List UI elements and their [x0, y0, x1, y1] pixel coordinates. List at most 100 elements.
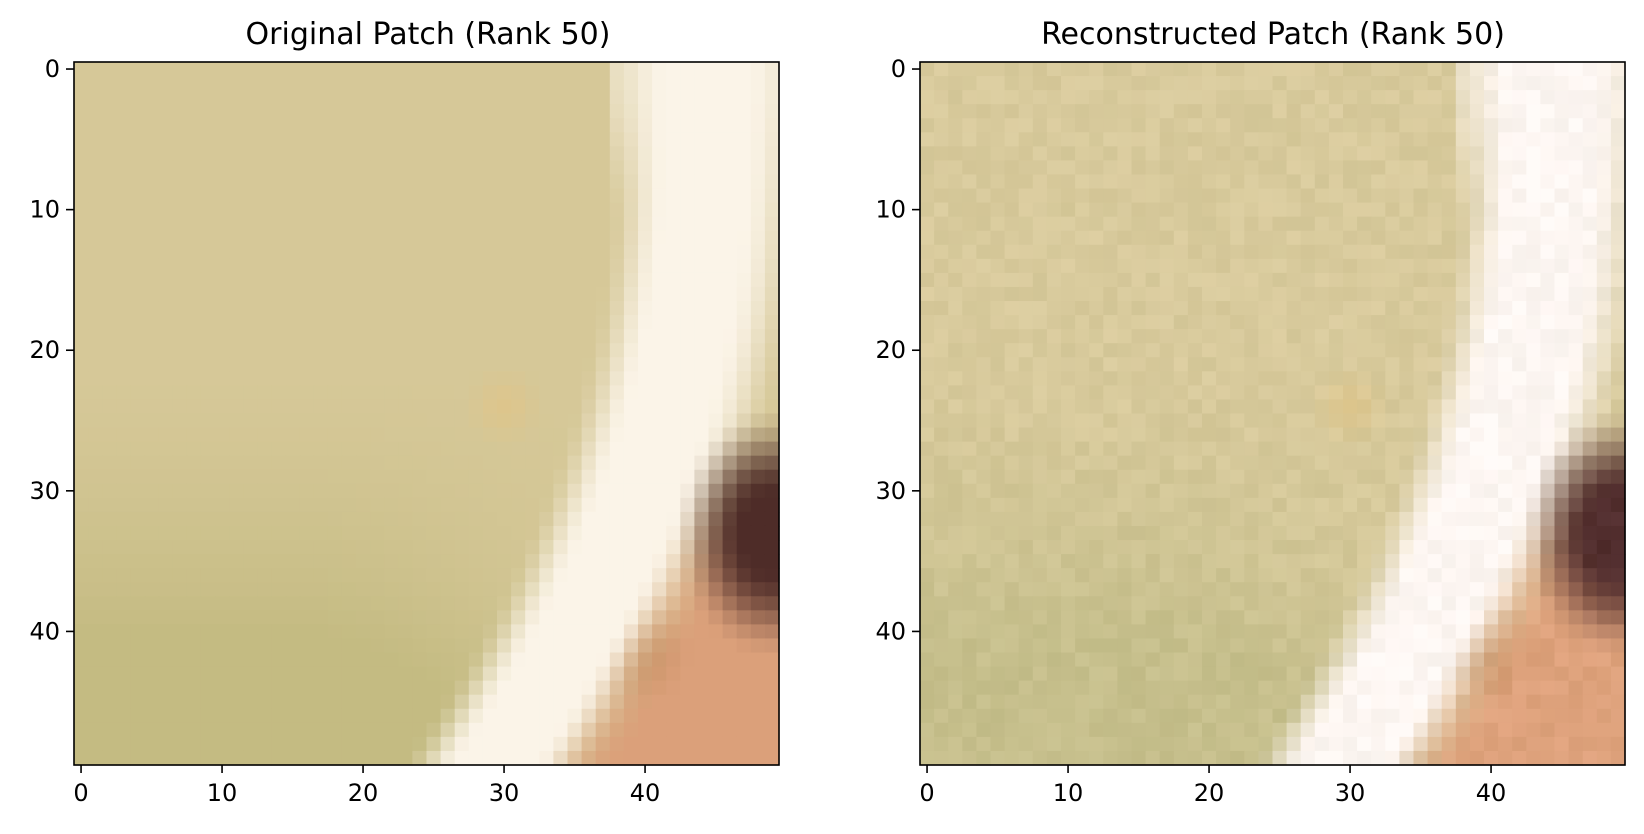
heatmap-cell — [398, 385, 413, 401]
heatmap-cell — [412, 610, 428, 625]
heatmap-cell — [1061, 722, 1076, 738]
heatmap-cell — [426, 329, 442, 344]
heatmap-cell — [1173, 258, 1189, 274]
heatmap-cell — [1018, 244, 1034, 260]
heatmap-cell — [341, 286, 357, 302]
heatmap-cell — [920, 244, 935, 260]
heatmap-cell — [1582, 666, 1598, 682]
heatmap-cell — [88, 750, 103, 766]
heatmap-cell — [1441, 483, 1457, 499]
heatmap-cell — [553, 188, 569, 204]
heatmap-cell — [990, 272, 1006, 288]
heatmap-cell — [722, 610, 738, 625]
heatmap-cell — [609, 596, 625, 611]
heatmap-cell — [1117, 638, 1133, 654]
heatmap-cell — [313, 371, 329, 386]
heatmap-cell — [1314, 371, 1330, 386]
heatmap-cell — [1187, 188, 1203, 204]
heatmap-cell — [285, 554, 301, 569]
heatmap-cell — [172, 497, 188, 513]
heatmap-cell — [1202, 258, 1217, 274]
heatmap-cell — [1159, 722, 1175, 738]
heatmap-cell — [356, 371, 371, 386]
heatmap-cell — [990, 244, 1006, 260]
heatmap-cell — [215, 722, 230, 738]
heatmap-cell — [1032, 441, 1048, 457]
heatmap-cell — [976, 244, 992, 260]
heatmap-cell — [243, 132, 258, 147]
heatmap-cell — [1046, 343, 1062, 358]
heatmap-cell — [497, 525, 512, 541]
heatmap-cell — [511, 258, 526, 274]
heatmap-cell — [468, 525, 484, 541]
heatmap-cell — [1103, 371, 1118, 386]
heatmap-cell — [652, 455, 667, 471]
heatmap-cell — [271, 62, 287, 77]
heatmap-cell — [666, 315, 681, 330]
heatmap-cell — [285, 736, 301, 752]
heatmap-cell — [1554, 315, 1570, 330]
heatmap-cell — [694, 146, 710, 162]
heatmap-cell — [1427, 582, 1443, 597]
heatmap-cell — [1371, 568, 1386, 583]
heatmap-cell — [623, 399, 639, 415]
heatmap-cell — [1371, 160, 1386, 176]
heatmap-cell — [1272, 708, 1288, 724]
heatmap-cell — [116, 188, 131, 204]
heatmap-cell — [426, 174, 442, 190]
heatmap-cell — [1343, 708, 1358, 724]
heatmap-cell — [525, 258, 540, 274]
heatmap-cell — [257, 329, 272, 344]
heatmap-cell — [1371, 525, 1386, 541]
heatmap-cell — [1187, 202, 1203, 218]
heatmap-cell — [1610, 554, 1626, 569]
heatmap-cell — [1117, 104, 1133, 119]
heatmap-cell — [539, 483, 554, 499]
heatmap-cell — [243, 736, 258, 752]
heatmap-cell — [1103, 301, 1118, 316]
heatmap-cell — [1131, 216, 1147, 232]
heatmap-cell — [1328, 76, 1344, 91]
heatmap-cell — [454, 666, 470, 682]
heatmap-cell — [271, 118, 287, 133]
heatmap-cell — [1371, 708, 1386, 724]
heatmap-cell — [1117, 76, 1133, 91]
heatmap-cell — [1018, 301, 1034, 316]
heatmap-cell — [1314, 301, 1330, 316]
heatmap-cell — [1187, 638, 1203, 654]
heatmap-cell — [1159, 497, 1175, 513]
heatmap-cell — [1399, 62, 1415, 77]
heatmap-cell — [539, 568, 554, 583]
heatmap-cell — [609, 750, 625, 766]
heatmap-cell — [1004, 750, 1020, 766]
heatmap-cell — [990, 146, 1006, 162]
heatmap-cell — [1314, 188, 1330, 204]
heatmap-cell — [271, 455, 287, 471]
heatmap-cell — [666, 202, 681, 218]
heatmap-cell — [1046, 694, 1062, 710]
heatmap-cell — [1540, 90, 1556, 105]
heatmap-cell — [1145, 722, 1161, 738]
heatmap-cell — [1300, 694, 1316, 710]
heatmap-cell — [694, 694, 710, 710]
heatmap-cell — [1554, 329, 1570, 344]
heatmap-cell — [144, 652, 160, 668]
heatmap-cell — [1258, 469, 1274, 485]
heatmap-cell — [1512, 104, 1527, 119]
heatmap-cell — [1131, 202, 1147, 218]
heatmap-cell — [88, 469, 103, 485]
heatmap-cell — [1103, 76, 1118, 91]
heatmap-cell — [1554, 624, 1570, 640]
heatmap-cell — [454, 540, 470, 555]
heatmap-cell — [144, 568, 160, 583]
heatmap-cell — [341, 638, 357, 654]
heatmap-cell — [1413, 652, 1429, 668]
heatmap-cell — [1582, 568, 1598, 583]
heatmap-cell — [398, 540, 413, 555]
heatmap-cell — [116, 118, 131, 133]
heatmap-cell — [1272, 469, 1288, 485]
heatmap-cell — [567, 371, 583, 386]
heatmap-cell — [1230, 329, 1245, 344]
heatmap-cell — [1314, 483, 1330, 499]
heatmap-cell — [74, 568, 89, 583]
